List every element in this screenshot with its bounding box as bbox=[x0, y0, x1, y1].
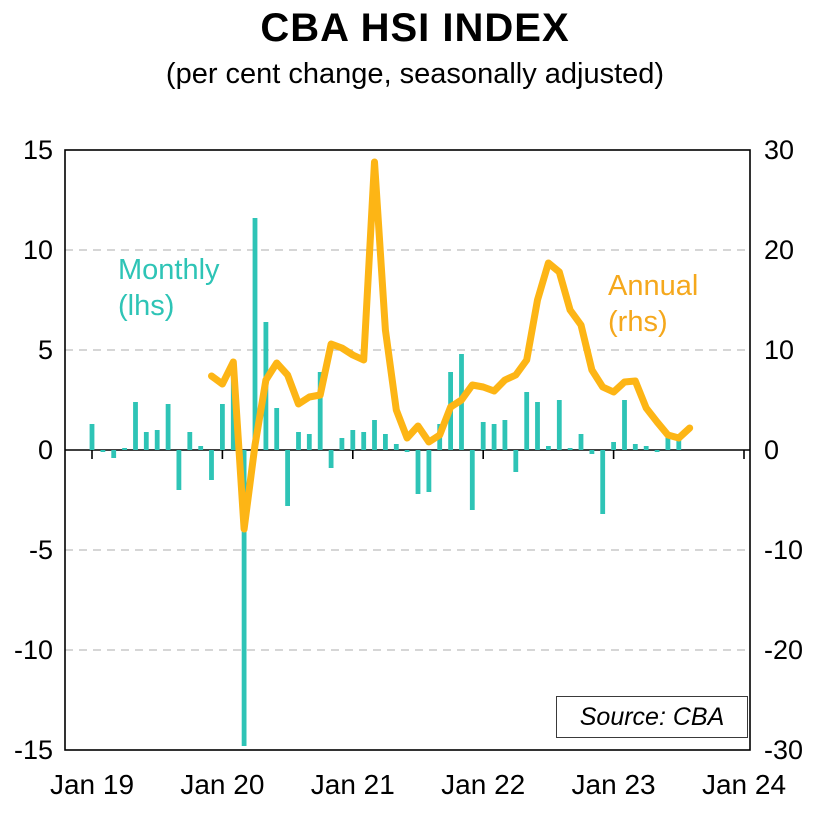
x-axis-label: Jan 22 bbox=[441, 769, 525, 800]
annual-line bbox=[208, 158, 694, 533]
monthly-bar bbox=[133, 402, 138, 450]
monthly-bar bbox=[654, 450, 660, 452]
y-axis-right-label: 20 bbox=[764, 235, 794, 265]
monthly-bar bbox=[600, 450, 606, 514]
monthly-bar bbox=[317, 372, 323, 450]
y-axis-right-label: -20 bbox=[764, 635, 803, 665]
monthly-bar bbox=[220, 404, 225, 450]
monthly-bar bbox=[404, 450, 410, 452]
monthly-bar bbox=[589, 450, 595, 454]
monthly-bar bbox=[643, 446, 649, 450]
monthly-bar bbox=[491, 424, 497, 450]
y-axis-left-label: -10 bbox=[14, 635, 53, 665]
monthly-bar bbox=[393, 444, 399, 450]
x-axis-label: Jan 23 bbox=[572, 769, 656, 800]
monthly-bar bbox=[89, 424, 95, 450]
y-axis-right-label: 10 bbox=[764, 335, 794, 365]
y-axis-left-label: 15 bbox=[23, 135, 53, 165]
monthly-bar bbox=[567, 448, 573, 450]
source-box: Source: CBA bbox=[556, 696, 748, 738]
monthly-bar bbox=[165, 404, 171, 450]
annual-series-axis: (rhs) bbox=[608, 306, 668, 339]
monthly-bar bbox=[306, 434, 312, 450]
plot-frame bbox=[64, 149, 751, 751]
monthly-bar bbox=[361, 432, 367, 450]
annual-series-label: Annual (rhs) bbox=[608, 268, 698, 341]
monthly-bar bbox=[296, 432, 301, 450]
monthly-bar bbox=[632, 444, 638, 450]
y-axis-right-label: -30 bbox=[764, 735, 803, 765]
monthly-bar bbox=[350, 430, 356, 450]
y-axis-right-label: -10 bbox=[764, 535, 803, 565]
monthly-bar bbox=[198, 446, 204, 450]
monthly-bar bbox=[535, 402, 540, 450]
monthly-bar bbox=[339, 438, 345, 450]
y-axis-right-label: 0 bbox=[764, 435, 779, 465]
monthly-bar bbox=[209, 450, 214, 480]
source-text: Source: CBA bbox=[579, 702, 725, 731]
x-axis-labels: Jan 19 Jan 20 Jan 21 Jan 22 Jan 23 Jan 24 bbox=[50, 769, 786, 800]
monthly-bar bbox=[285, 450, 290, 506]
y-axis-left-label: -15 bbox=[14, 735, 53, 765]
monthly-bar bbox=[328, 450, 334, 468]
chart-subtitle: (per cent change, seasonally adjusted) bbox=[165, 58, 665, 90]
y-axis-left-label: 0 bbox=[38, 435, 53, 465]
monthly-bar bbox=[100, 450, 106, 452]
x-axis-label: Jan 24 bbox=[702, 769, 786, 800]
monthly-bar bbox=[426, 450, 432, 492]
x-axis-label: Jan 20 bbox=[180, 769, 264, 800]
chart-title: CBA HSI INDEX bbox=[260, 6, 570, 50]
monthly-bar bbox=[383, 434, 388, 450]
monthly-bar bbox=[611, 442, 616, 450]
monthly-series-name: Monthly bbox=[118, 254, 220, 286]
y-axis-right-label: 30 bbox=[764, 135, 794, 165]
monthly-bar bbox=[143, 432, 149, 450]
monthly-bar bbox=[187, 432, 193, 450]
y-axis-right-labels: 30 20 10 0 -10 -20 -30 bbox=[764, 135, 803, 765]
monthly-series-axis: (lhs) bbox=[118, 290, 175, 323]
y-axis-left-label: 10 bbox=[23, 235, 53, 265]
monthly-bar bbox=[241, 450, 247, 746]
monthly-bar bbox=[556, 400, 562, 450]
monthly-bar bbox=[502, 420, 508, 450]
monthly-bar bbox=[676, 434, 682, 450]
monthly-bar bbox=[372, 420, 377, 450]
x-axis-label: Jan 21 bbox=[311, 769, 395, 800]
annual-series-name: Annual bbox=[608, 270, 699, 302]
monthly-bar bbox=[622, 400, 627, 450]
y-axis-left-label: -5 bbox=[29, 535, 53, 565]
y-axis-left-labels: 15 10 5 0 -5 -10 -15 bbox=[14, 135, 53, 765]
monthly-bar bbox=[469, 450, 475, 510]
monthly-bar bbox=[415, 450, 421, 494]
monthly-bar bbox=[480, 422, 486, 450]
monthly-bar bbox=[122, 448, 127, 450]
monthly-bar bbox=[252, 218, 258, 450]
monthly-bar bbox=[524, 392, 530, 450]
plot bbox=[64, 149, 751, 751]
monthly-bar bbox=[546, 446, 551, 450]
monthly-bar bbox=[665, 434, 671, 450]
monthly-bar bbox=[513, 450, 519, 472]
monthly-bar bbox=[111, 450, 117, 458]
x-axis-label: Jan 19 bbox=[50, 769, 134, 800]
monthly-series-label: Monthly (lhs) bbox=[118, 252, 220, 325]
monthly-bar bbox=[578, 434, 584, 450]
monthly-bar bbox=[176, 450, 182, 490]
monthly-bar bbox=[154, 430, 160, 450]
y-axis-left-label: 5 bbox=[38, 335, 53, 365]
monthly-bar bbox=[274, 408, 280, 450]
